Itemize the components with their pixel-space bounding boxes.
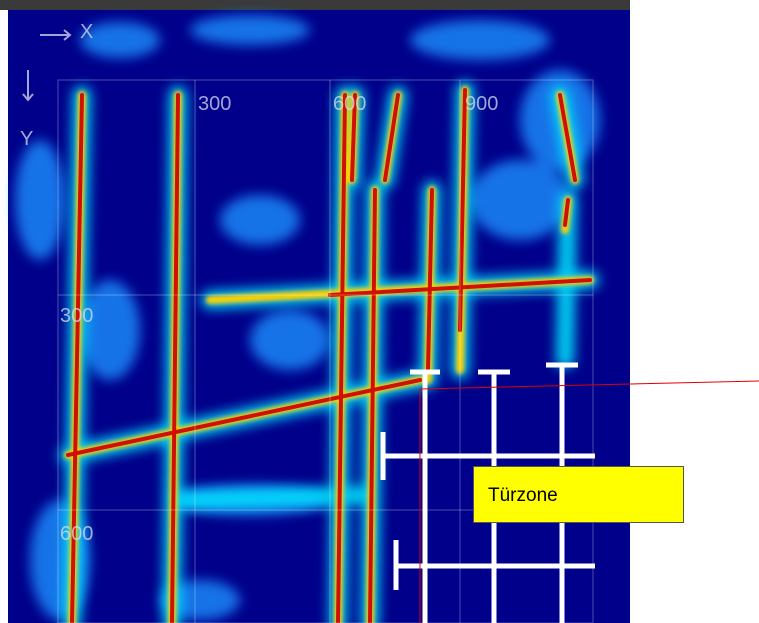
top-strip: [0, 0, 630, 10]
left-tick: 600: [60, 523, 93, 545]
top-tick: 900: [465, 93, 498, 115]
axis-label-x: X: [80, 21, 93, 43]
top-tick: 600: [333, 93, 366, 115]
page: X Y 300 600 900 300 600 Türzone: [0, 0, 759, 623]
scan-image: X Y 300 600 900 300 600: [0, 0, 759, 623]
axis-label-y: Y: [20, 128, 33, 150]
annotation-box: Türzone: [473, 466, 684, 523]
left-tick: 300: [60, 305, 93, 327]
top-tick: 300: [198, 93, 231, 115]
